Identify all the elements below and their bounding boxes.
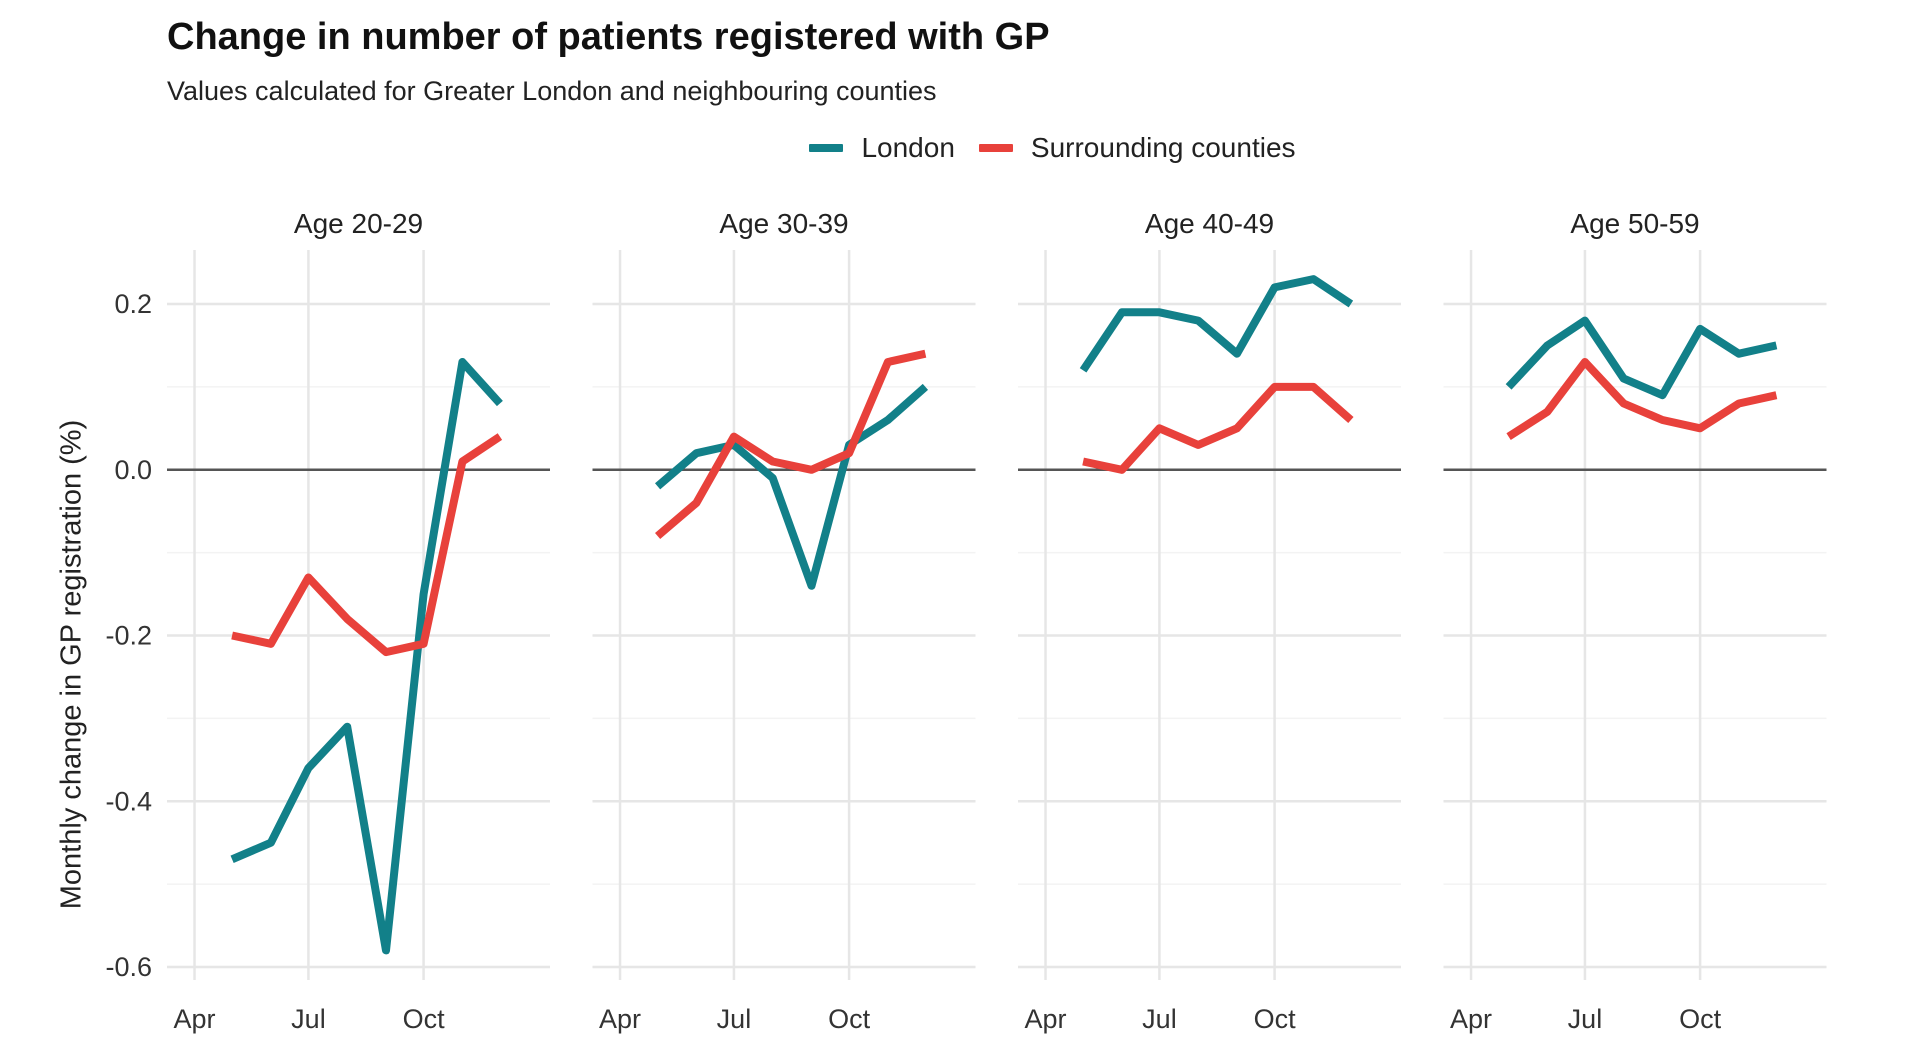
y-tick-label: -0.2 — [105, 621, 152, 651]
facet-label: Age 20-29 — [294, 208, 423, 239]
series-line-london — [1505, 316, 1778, 400]
series-line-surrounding-counties — [1506, 358, 1778, 440]
y-tick-label: 0.0 — [114, 455, 152, 485]
facet-label: Age 30-39 — [719, 208, 848, 239]
facet-label: Age 40-49 — [1145, 208, 1274, 239]
legend-label-london: London — [861, 132, 955, 163]
series-line-london — [1079, 275, 1354, 373]
facet-panel-1: Apr Jul Oct Age 20-29 — [167, 208, 550, 1034]
legend-item-london: London — [809, 132, 955, 164]
series-line-london — [655, 383, 929, 590]
x-tick-label: Oct — [403, 1004, 446, 1034]
legend-swatch-surrounding-counties — [978, 144, 1013, 152]
x-tick-label: Oct — [828, 1004, 871, 1034]
y-tick-label: -0.6 — [105, 952, 152, 982]
y-tick-label: 0.2 — [114, 289, 152, 319]
x-tick-label: Oct — [1679, 1004, 1722, 1034]
series-line-london — [230, 358, 503, 955]
x-tick-label: Apr — [174, 1004, 216, 1034]
x-tick-label: Oct — [1254, 1004, 1297, 1034]
chart-title: Change in number of patients registered … — [167, 16, 1050, 58]
x-tick-label: Jul — [1142, 1004, 1177, 1034]
x-tick-label: Apr — [1025, 1004, 1067, 1034]
legend: London Surrounding counties — [0, 128, 1920, 168]
legend-item-surrounding-counties: Surrounding counties — [978, 132, 1296, 164]
y-tick-label: -0.4 — [105, 786, 152, 816]
series-line-surrounding-counties — [1082, 382, 1354, 474]
legend-label-surrounding-counties: Surrounding counties — [1030, 132, 1296, 163]
facet-panel-2: Apr Jul Oct Age 30-39 — [592, 208, 976, 1034]
x-tick-label: Jul — [717, 1004, 752, 1034]
x-tick-label: Apr — [1450, 1004, 1492, 1034]
legend-swatch-london — [809, 144, 844, 152]
chart-subtitle: Values calculated for Greater London and… — [167, 76, 937, 106]
x-tick-label: Jul — [291, 1004, 326, 1034]
facet-label: Age 50-59 — [1570, 208, 1699, 239]
x-tick-label: Apr — [599, 1004, 641, 1034]
series-line-surrounding-counties — [655, 349, 927, 540]
series-line-surrounding-counties — [231, 433, 503, 657]
facet-panel-3: Apr Jul Oct Age 40-49 — [1018, 208, 1401, 1034]
facet-panel-4: Apr Jul Oct Age 50-59 — [1443, 208, 1827, 1034]
x-tick-label: Jul — [1568, 1004, 1603, 1034]
